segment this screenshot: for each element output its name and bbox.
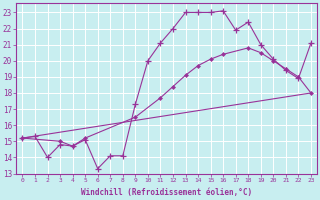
X-axis label: Windchill (Refroidissement éolien,°C): Windchill (Refroidissement éolien,°C) [81,188,252,197]
